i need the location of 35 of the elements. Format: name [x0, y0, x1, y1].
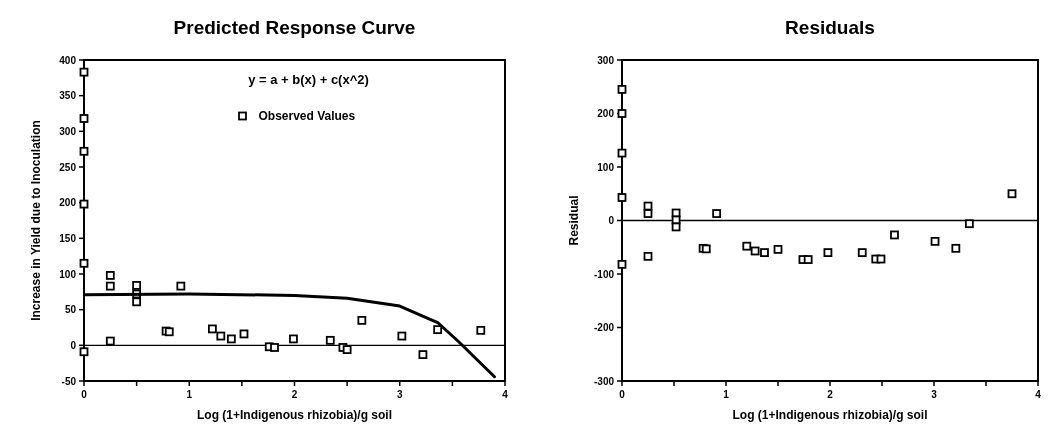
- y-tick-label: 50: [64, 304, 77, 316]
- x-tick-label: 0: [81, 389, 88, 400]
- x-axis-title: Log (1+Indigenous rhizobia)/g soil: [732, 408, 928, 422]
- x-tick-label: 4: [502, 389, 509, 400]
- x-tick-label: 3: [931, 389, 938, 400]
- y-tick-label: 100: [597, 161, 615, 173]
- x-tick-label: 1: [723, 389, 730, 400]
- y-tick-label: 100: [59, 268, 77, 280]
- y-tick-label: 400: [59, 54, 77, 66]
- y-tick-label: 350: [59, 90, 77, 102]
- y-tick-label: 0: [608, 215, 615, 226]
- y-tick-label: -50: [61, 375, 77, 387]
- y-tick-label: 200: [59, 197, 77, 209]
- y-axis-title: Increase in Yield due to Inoculation: [29, 120, 43, 321]
- y-tick-label: -300: [593, 375, 615, 387]
- y-tick-label: 150: [59, 232, 77, 244]
- chart-title: Predicted Response Curve: [173, 17, 416, 38]
- chart-title: Residuals: [785, 17, 875, 38]
- x-tick-label: 3: [396, 389, 403, 400]
- x-tick-label: 0: [619, 389, 626, 400]
- y-tick-label: -100: [593, 268, 615, 280]
- x-tick-label: 2: [827, 389, 834, 400]
- y-tick-label: 300: [59, 125, 77, 137]
- y-tick-label: 250: [59, 161, 77, 173]
- y-tick-label: 200: [597, 108, 615, 119]
- annotation: y = a + b(x) + c(x^2): [248, 72, 369, 87]
- legend-label: Observed Values: [258, 109, 356, 123]
- x-tick-label: 2: [291, 389, 298, 400]
- y-tick-label: 0: [70, 339, 77, 351]
- y-axis-title: Residual: [567, 195, 581, 246]
- x-tick-label: 1: [186, 389, 193, 400]
- y-tick-label: -200: [593, 322, 615, 333]
- y-tick-label: 300: [597, 54, 615, 66]
- x-tick-label: 4: [1035, 389, 1042, 400]
- x-axis-title: Log (1+Indigenous rhizobia)/g soil: [197, 408, 392, 422]
